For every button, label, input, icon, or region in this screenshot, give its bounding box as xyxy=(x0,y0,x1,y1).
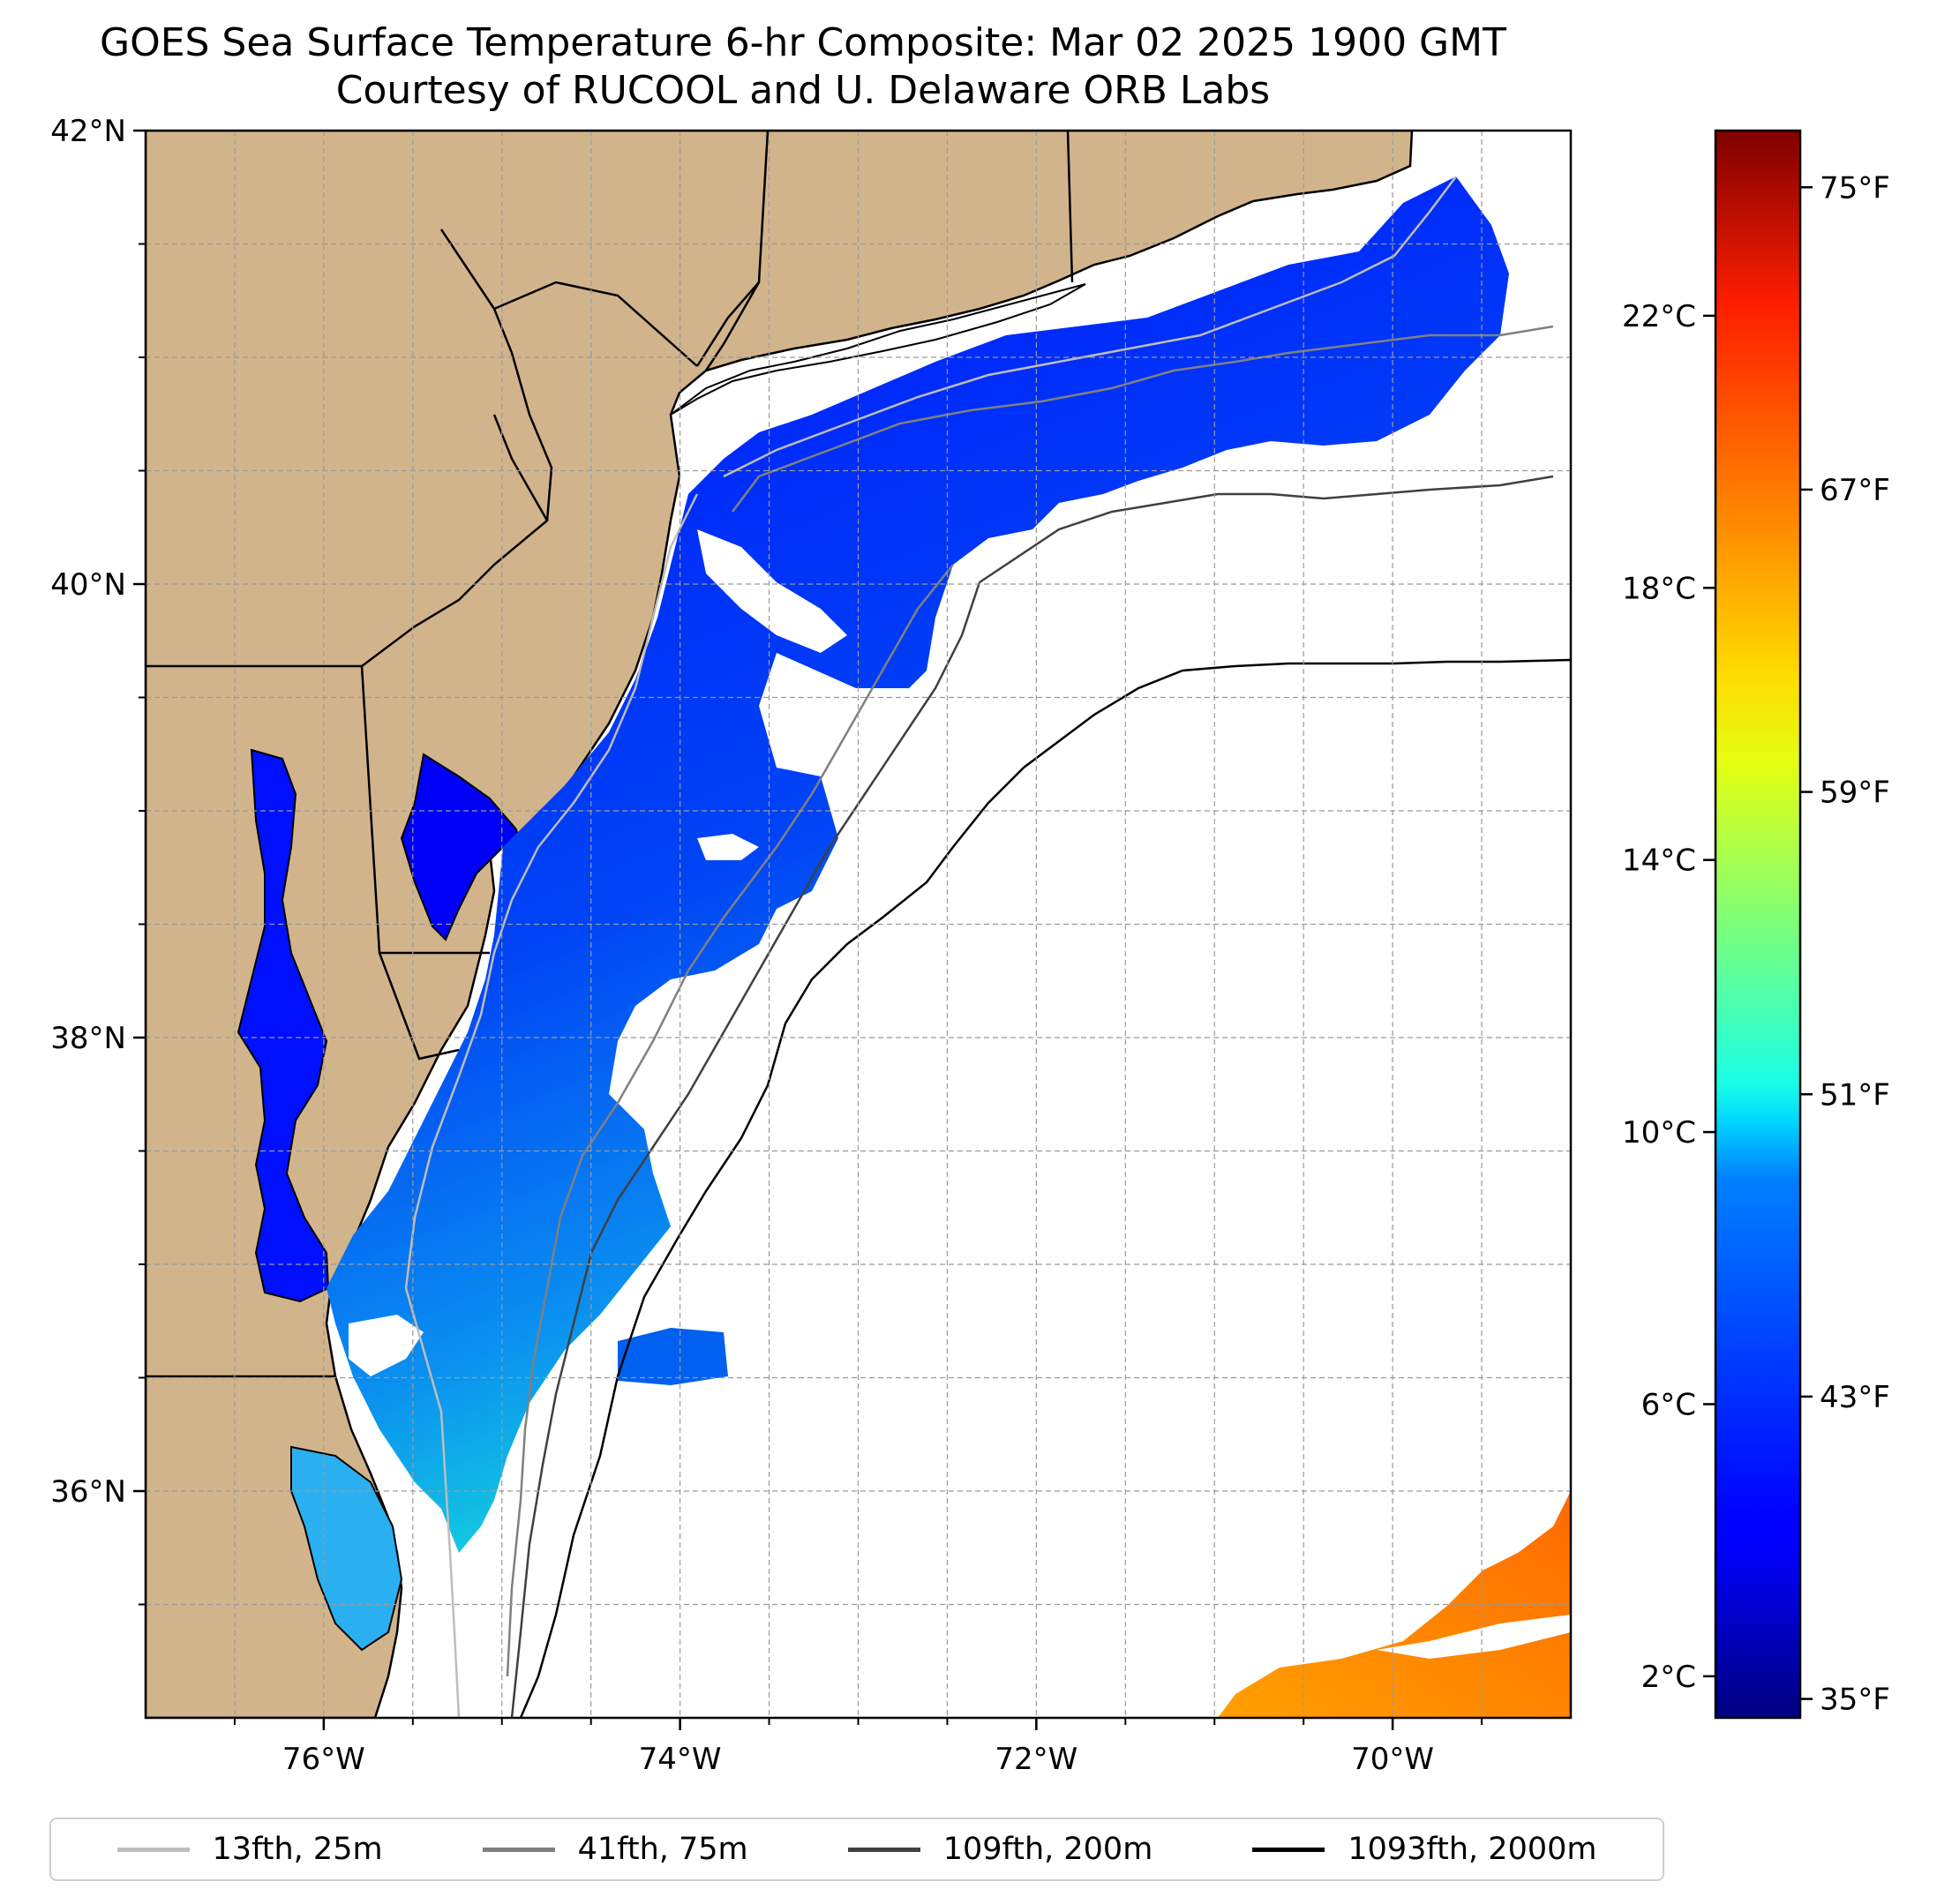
long-island-sound xyxy=(670,283,1086,416)
gridlines xyxy=(146,131,1571,1718)
colorbar-fahrenheit-axis: 35°F 43°F 51°F 59°F 67°F 75°F xyxy=(1800,170,1890,1718)
sst-shelf-cold xyxy=(327,176,1509,1553)
lat-axis: 36°N 38°N 40°N 42°N xyxy=(50,114,146,1606)
lat-tick-label: 36°N xyxy=(50,1474,126,1510)
sst-offshore-patch xyxy=(618,1328,728,1385)
lon-tick-label: 74°W xyxy=(639,1742,722,1777)
legend-swatch xyxy=(116,1847,190,1852)
colorbar-celsius-label: 10°C xyxy=(1622,1115,1696,1151)
map-title: GOES Sea Surface Temperature 6-hr Compos… xyxy=(0,19,1606,115)
bathymetry-contours xyxy=(404,176,1571,1718)
contour-200m xyxy=(510,475,1554,1718)
sst-cloud-gap-2 xyxy=(697,834,759,860)
colorbar-gradient xyxy=(1714,129,1802,1720)
map-area xyxy=(146,131,1571,1718)
colorbar-fahrenheit-label: 75°F xyxy=(1820,170,1890,206)
delaware-bay xyxy=(400,753,522,941)
lon-tick-label: 72°W xyxy=(995,1742,1077,1777)
legend-label: 1093fth, 2000m xyxy=(1348,1832,1597,1867)
sst-data-layer xyxy=(327,176,1571,1718)
legend-swatch xyxy=(482,1847,555,1852)
lon-tick-label: 70°W xyxy=(1351,1742,1434,1777)
sst-gulf-stream-warm xyxy=(1218,1491,1571,1718)
colorbar-fahrenheit-label: 67°F xyxy=(1820,473,1890,508)
pamlico-sound xyxy=(290,1445,403,1652)
colorbar-celsius-axis: 2°C 6°C 10°C 14°C 18°C 22°C xyxy=(1622,299,1716,1695)
state-boundaries xyxy=(146,131,1074,1378)
legend-label: 13fth, 25m xyxy=(212,1832,383,1867)
sst-cloud-gap-1 xyxy=(697,529,847,653)
legend-item: 109fth, 200m xyxy=(847,1832,1153,1867)
sst-warm-gap xyxy=(1377,1615,1571,1659)
colorbar-celsius-label: 6°C xyxy=(1641,1387,1696,1422)
colorbar-celsius-label: 2°C xyxy=(1641,1660,1696,1695)
legend-item: 41fth, 75m xyxy=(482,1832,748,1867)
colorbar-celsius-label: 22°C xyxy=(1622,299,1696,334)
colorbar-fahrenheit-label: 59°F xyxy=(1820,776,1890,811)
colorbar-fahrenheit-label: 51°F xyxy=(1820,1077,1890,1113)
sst-cloud-gap-3 xyxy=(349,1315,424,1376)
legend-item: 13fth, 25m xyxy=(116,1832,383,1867)
legend-item: 1093fth, 2000m xyxy=(1252,1832,1596,1867)
contour-25m xyxy=(404,176,1457,1718)
colorbar: 2°C 6°C 10°C 14°C 18°C 22°C 35°F 43°F 51°F 59°F 6… xyxy=(1622,129,1890,1720)
legend-label: 41fth, 75m xyxy=(577,1832,748,1867)
colorbar-fahrenheit-label: 43°F xyxy=(1820,1380,1890,1415)
legend-swatch xyxy=(847,1847,920,1852)
title-line-1: GOES Sea Surface Temperature 6-hr Compos… xyxy=(99,20,1506,65)
title-line-2: Courtesy of RUCOOL and U. Delaware ORB L… xyxy=(335,68,1271,113)
legend-label: 109fth, 200m xyxy=(942,1832,1153,1867)
lon-axis: 76°W 74°W 72°W 70°W xyxy=(233,1718,1483,1777)
colorbar-fahrenheit-label: 35°F xyxy=(1820,1683,1890,1718)
lat-tick-label: 38°N xyxy=(50,1021,126,1056)
lat-tick-label: 40°N xyxy=(50,567,126,603)
contour-75m xyxy=(506,325,1554,1677)
colorbar-celsius-label: 14°C xyxy=(1622,843,1696,879)
bathymetry-legend: 13fth, 25m 41fth, 75m 109fth, 200m 1093fth,… xyxy=(49,1818,1664,1881)
colorbar-celsius-label: 18°C xyxy=(1622,571,1696,606)
legend-swatch xyxy=(1252,1847,1325,1852)
lon-tick-label: 76°W xyxy=(282,1742,365,1777)
lat-tick-label: 42°N xyxy=(50,114,126,149)
